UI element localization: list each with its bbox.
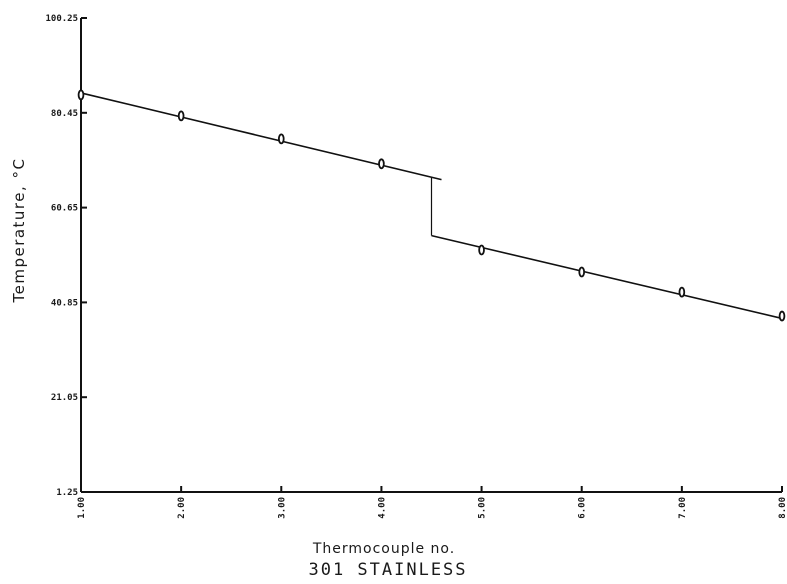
x-tick-label: 4.00 bbox=[377, 497, 387, 519]
x-tick-label: 6.00 bbox=[578, 497, 588, 519]
y-tick-label: 60.65 bbox=[51, 204, 78, 214]
data-point bbox=[378, 158, 385, 170]
chart-title: 301 STAINLESS bbox=[308, 560, 467, 580]
y-tick-label: 40.85 bbox=[51, 298, 78, 308]
y-axis-label: Temperature, °C bbox=[10, 157, 28, 303]
fit-lines bbox=[80, 92, 783, 320]
x-axis-label: Thermocouple no. bbox=[312, 541, 455, 557]
data-point bbox=[277, 133, 285, 145]
x-tick-label: 2.00 bbox=[177, 497, 187, 519]
data-point bbox=[478, 244, 485, 256]
x-tick-label: 7.00 bbox=[678, 497, 688, 519]
data-point bbox=[177, 110, 185, 122]
x-tick-label: 1.00 bbox=[77, 497, 87, 519]
fit-line bbox=[80, 92, 442, 181]
data-points bbox=[77, 89, 786, 322]
y-tick-label: 1.25 bbox=[56, 488, 78, 498]
x-ticks: 1.00 2.00 3.00 4.00 5.00 6.00 7.00 8.00 bbox=[77, 486, 787, 519]
y-tick-label: 21.05 bbox=[51, 393, 78, 403]
data-point bbox=[778, 310, 786, 322]
x-tick-label: 3.00 bbox=[277, 497, 287, 519]
y-ticks: 100.25 80.45 60.65 40.85 21.05 1.25 bbox=[45, 14, 87, 498]
x-tick-label: 8.00 bbox=[778, 497, 787, 519]
data-point bbox=[77, 89, 85, 101]
x-tick-label: 5.00 bbox=[478, 497, 488, 519]
axes bbox=[80, 18, 782, 493]
data-point bbox=[578, 266, 586, 278]
data-point bbox=[678, 286, 686, 298]
y-tick-label: 100.25 bbox=[45, 14, 78, 24]
fit-line bbox=[431, 234, 783, 320]
y-tick-label: 80.45 bbox=[51, 109, 78, 119]
